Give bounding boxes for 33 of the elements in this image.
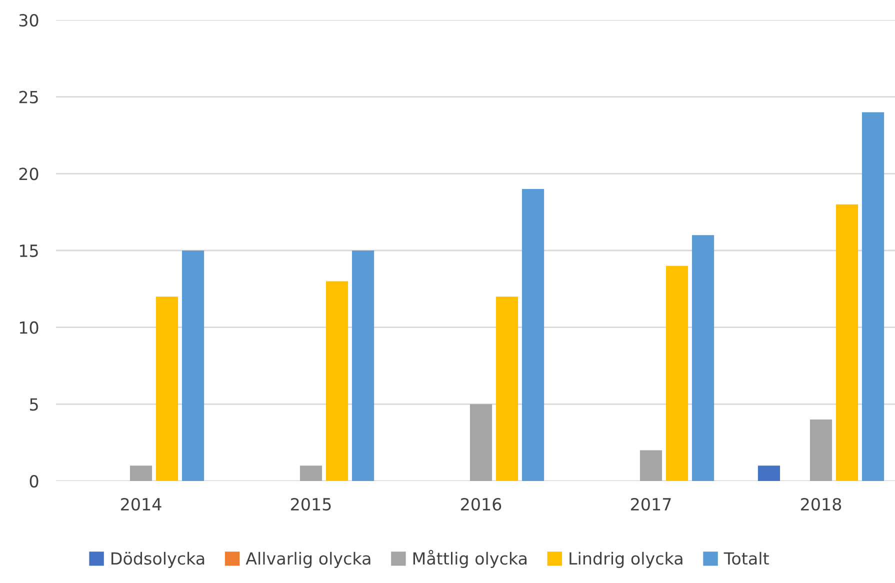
- bar: [522, 189, 544, 481]
- bar: [758, 466, 780, 481]
- bar: [862, 112, 884, 481]
- x-tick-label: 2015: [291, 498, 331, 511]
- legend-label: Lindrig olycka: [570, 552, 682, 568]
- bar: [352, 250, 374, 481]
- bar: [692, 235, 714, 481]
- bar: [666, 266, 688, 481]
- x-tick-label: 2016: [461, 498, 502, 511]
- bar: [156, 296, 178, 481]
- y-tick-label: 15: [20, 244, 38, 258]
- y-tick-label: 10: [20, 321, 38, 334]
- x-tick-label: 2017: [631, 498, 671, 511]
- legend-label: Måttlig olycka: [413, 550, 526, 568]
- bar: [496, 296, 518, 481]
- bar: [640, 450, 662, 481]
- bar: [182, 250, 204, 481]
- y-tick-label: 25: [19, 90, 38, 104]
- legend-label: Allvarlig olycka: [246, 552, 370, 568]
- bar: [810, 420, 832, 481]
- bar: [326, 281, 348, 481]
- x-tick-label: 2018: [801, 498, 842, 511]
- legend-label: Dödsolycka: [112, 552, 204, 568]
- legend-label: Totalt: [724, 552, 769, 565]
- bar: [836, 204, 858, 481]
- y-tick-label: 20: [19, 168, 38, 180]
- bar: [130, 466, 152, 481]
- y-tick-label: 5: [30, 398, 38, 411]
- y-tick-label: 0: [30, 474, 38, 488]
- y-tick-label: 30: [19, 14, 38, 27]
- bar: [470, 404, 492, 481]
- x-tick-label: 2014: [121, 498, 162, 511]
- bar: [300, 466, 322, 481]
